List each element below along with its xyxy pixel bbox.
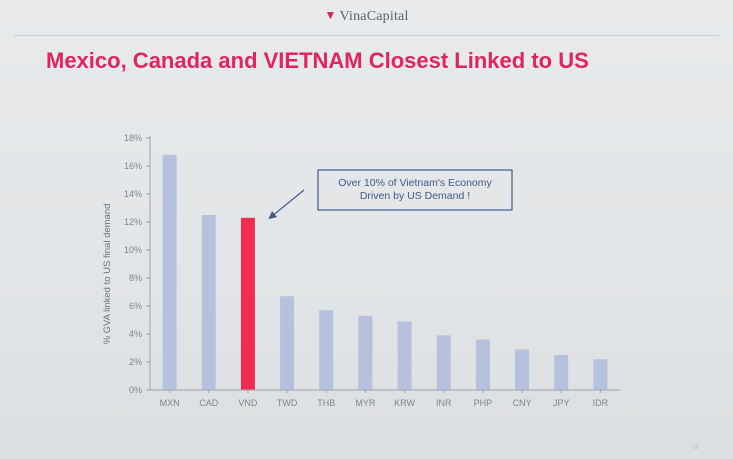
y-tick-label: 4% <box>129 329 142 339</box>
annotation-line-2: Driven by US Demand ! <box>360 190 470 202</box>
x-tick-label: MYR <box>355 398 376 408</box>
y-tick-label: 12% <box>124 217 142 227</box>
bar-cny <box>515 349 530 390</box>
page-number: 36 <box>692 445 699 451</box>
y-tick-label: 18% <box>124 133 142 143</box>
bar-php <box>475 339 490 390</box>
bar-cad <box>201 215 216 390</box>
annotation: Over 10% of Vietnam's Economy Driven by … <box>268 169 513 220</box>
y-tick-label: 16% <box>124 161 142 171</box>
header-divider <box>14 35 719 36</box>
x-axis-ticks: MXN CAD VND TWD THB MYR KRW INR PHP CNY JPY IDR <box>160 390 609 408</box>
y-tick-label: 2% <box>129 357 142 367</box>
bar-mxn <box>162 154 177 390</box>
x-tick-label: VND <box>238 398 258 408</box>
x-tick-label: TWD <box>277 398 298 408</box>
x-tick-label: INR <box>436 398 452 408</box>
slide-title: Mexico, Canada and VIETNAM Closest Linke… <box>46 48 589 73</box>
y-tick-label: 0% <box>129 385 142 395</box>
bar-jpy <box>554 355 569 390</box>
x-tick-label: CNY <box>513 398 532 408</box>
annotation-line-1: Over 10% of Vietnam's Economy <box>338 177 492 189</box>
brand-header: ▼ VinaCapital <box>0 8 733 25</box>
bar-vnd <box>240 217 255 390</box>
bar-inr <box>436 335 451 390</box>
vinacapital-logo-icon: ▼ <box>324 8 337 22</box>
bar-idr <box>593 359 608 390</box>
bar-myr <box>358 315 373 390</box>
x-tick-label: MXN <box>160 398 180 408</box>
x-tick-label: PHP <box>474 398 493 408</box>
x-tick-label: THB <box>317 398 335 408</box>
bar-krw <box>397 321 412 390</box>
x-tick-label: KRW <box>394 398 415 408</box>
bars <box>162 154 608 390</box>
y-axis-title: % GVA linked to US final demand <box>102 204 113 345</box>
annotation-box <box>317 169 513 211</box>
annotation-arrow-icon <box>268 189 305 220</box>
y-tick-label: 14% <box>124 189 142 199</box>
y-tick-label: 10% <box>124 245 142 255</box>
x-tick-label: CAD <box>199 398 219 408</box>
brand-name: VinaCapital <box>339 9 409 24</box>
bar-thb <box>319 310 334 390</box>
y-tick-label: 8% <box>129 273 142 283</box>
y-axis-ticks: 0% 2% 4% 6% 8% 10% 12% 14% 16% 18% <box>124 133 150 395</box>
x-tick-label: JPY <box>553 398 570 408</box>
bar-twd <box>280 296 295 390</box>
y-tick-label: 6% <box>129 301 142 311</box>
x-tick-label: IDR <box>593 398 609 408</box>
